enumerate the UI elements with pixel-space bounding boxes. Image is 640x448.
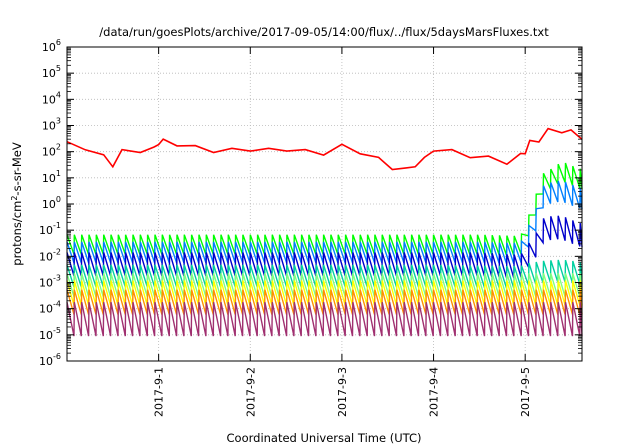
y-tick-label: 105 bbox=[42, 64, 61, 80]
y-tick-label: 10-1 bbox=[39, 221, 61, 237]
x-axis-ticks: 2017-9-1 2017-9-2 2017-9-3 2017-9-4 2017-9-5 bbox=[153, 47, 532, 417]
y-axis-label: protons/cm2-s-sr-MeV bbox=[10, 142, 24, 266]
series-line bbox=[66, 301, 583, 337]
y-tick-label: 103 bbox=[42, 117, 61, 133]
chart-title: /data/run/goesPlots/archive/2017-09-05/1… bbox=[99, 25, 549, 39]
y-tick-label: 10-5 bbox=[39, 326, 61, 342]
y-tick-label: 10-3 bbox=[39, 274, 61, 290]
x-tick-label: 2017-9-2 bbox=[244, 367, 257, 417]
x-tick-label: 2017-9-4 bbox=[428, 367, 441, 417]
y-tick-label: 10-6 bbox=[39, 352, 61, 368]
y-tick-label: 10-4 bbox=[39, 300, 61, 316]
y-axis-label-post: -s-sr-MeV bbox=[10, 142, 24, 195]
y-axis-label-pre: protons/cm bbox=[10, 201, 24, 266]
x-tick-label: 2017-9-1 bbox=[153, 367, 166, 417]
series-line bbox=[66, 127, 583, 171]
y-axis-ticks: 10-6 10-5 10-4 10-3 10-2 10-1 100 101 102 103 104 1… bbox=[39, 38, 582, 368]
y-tick-label: 10-2 bbox=[39, 247, 61, 263]
y-tick-label: 100 bbox=[42, 195, 61, 211]
plot-frame bbox=[66, 46, 583, 362]
grid-lines bbox=[67, 47, 582, 361]
x-axis-label: Coordinated Universal Time (UTC) bbox=[227, 431, 422, 445]
series-line bbox=[66, 162, 583, 256]
y-tick-label: 102 bbox=[42, 143, 61, 159]
y-tick-label: 101 bbox=[42, 169, 61, 185]
y-tick-label: 104 bbox=[42, 90, 61, 106]
y-tick-label: 106 bbox=[42, 38, 61, 54]
series-line bbox=[66, 215, 583, 279]
series-layer bbox=[66, 127, 583, 337]
y-axis-label-sup: 2 bbox=[10, 196, 19, 201]
x-tick-label: 2017-9-5 bbox=[519, 367, 532, 417]
x-tick-label: 2017-9-3 bbox=[336, 367, 349, 417]
